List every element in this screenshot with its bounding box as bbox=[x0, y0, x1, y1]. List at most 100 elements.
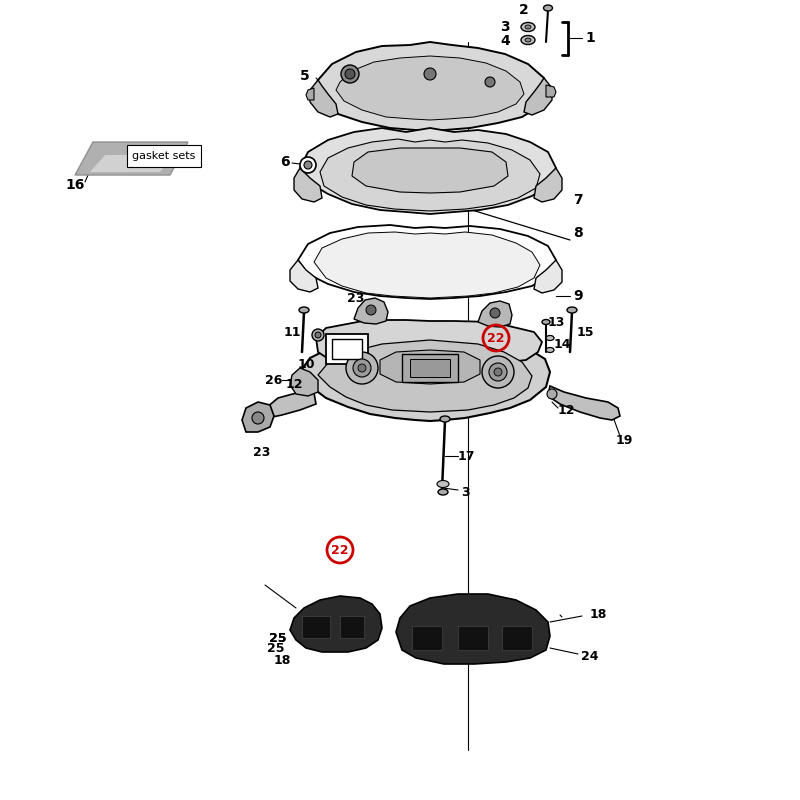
Circle shape bbox=[366, 305, 376, 315]
Polygon shape bbox=[396, 594, 550, 664]
Text: 2: 2 bbox=[519, 3, 529, 17]
Text: 23: 23 bbox=[347, 291, 365, 305]
Text: 14: 14 bbox=[554, 338, 570, 351]
Text: 23: 23 bbox=[254, 446, 270, 458]
Ellipse shape bbox=[521, 35, 535, 45]
Text: 25: 25 bbox=[270, 631, 286, 645]
Circle shape bbox=[345, 69, 355, 79]
Circle shape bbox=[353, 359, 371, 377]
Circle shape bbox=[358, 364, 366, 372]
Polygon shape bbox=[336, 56, 524, 120]
Polygon shape bbox=[242, 402, 274, 432]
Text: 22: 22 bbox=[331, 543, 349, 557]
Polygon shape bbox=[524, 78, 552, 115]
Circle shape bbox=[489, 363, 507, 381]
Ellipse shape bbox=[542, 319, 550, 325]
Polygon shape bbox=[306, 88, 314, 100]
Text: 15: 15 bbox=[576, 326, 594, 338]
Bar bbox=[332, 339, 362, 359]
Polygon shape bbox=[320, 139, 540, 211]
Polygon shape bbox=[290, 368, 318, 396]
Text: 16: 16 bbox=[66, 178, 85, 192]
Circle shape bbox=[482, 356, 514, 388]
Text: 12: 12 bbox=[558, 403, 574, 417]
Text: 22: 22 bbox=[487, 331, 505, 345]
Circle shape bbox=[547, 389, 557, 399]
Text: 6: 6 bbox=[280, 155, 290, 169]
Bar bbox=[410, 359, 450, 377]
Text: 3: 3 bbox=[500, 20, 510, 34]
Ellipse shape bbox=[546, 335, 554, 341]
Bar bbox=[458, 626, 488, 650]
Polygon shape bbox=[290, 260, 318, 292]
Ellipse shape bbox=[440, 416, 450, 422]
Ellipse shape bbox=[543, 5, 553, 11]
Ellipse shape bbox=[525, 25, 531, 29]
Text: 17: 17 bbox=[458, 450, 474, 462]
Polygon shape bbox=[318, 340, 532, 412]
Circle shape bbox=[424, 68, 436, 80]
Polygon shape bbox=[294, 168, 322, 202]
Text: 3: 3 bbox=[462, 486, 470, 498]
Text: 19: 19 bbox=[615, 434, 633, 446]
Circle shape bbox=[494, 368, 502, 376]
Ellipse shape bbox=[299, 307, 309, 313]
Ellipse shape bbox=[521, 22, 535, 31]
Text: 18: 18 bbox=[274, 654, 290, 666]
Polygon shape bbox=[478, 301, 512, 327]
Text: 4: 4 bbox=[500, 34, 510, 48]
Polygon shape bbox=[546, 85, 556, 97]
FancyBboxPatch shape bbox=[127, 145, 201, 167]
Ellipse shape bbox=[546, 347, 554, 353]
Polygon shape bbox=[534, 168, 562, 202]
Circle shape bbox=[490, 308, 500, 318]
Ellipse shape bbox=[567, 307, 577, 313]
Polygon shape bbox=[354, 298, 388, 324]
Text: 13: 13 bbox=[547, 315, 565, 329]
Polygon shape bbox=[534, 260, 562, 293]
Text: 10: 10 bbox=[298, 358, 314, 371]
Text: 11: 11 bbox=[283, 326, 301, 338]
Ellipse shape bbox=[438, 489, 448, 495]
Circle shape bbox=[304, 161, 312, 169]
Polygon shape bbox=[314, 42, 548, 131]
Polygon shape bbox=[290, 596, 382, 652]
Circle shape bbox=[341, 65, 359, 83]
Circle shape bbox=[485, 77, 495, 87]
Polygon shape bbox=[300, 332, 550, 421]
Text: 18: 18 bbox=[590, 607, 606, 621]
Circle shape bbox=[252, 412, 264, 424]
Polygon shape bbox=[75, 142, 188, 175]
Bar bbox=[340, 616, 364, 638]
Circle shape bbox=[315, 332, 321, 338]
Text: 12: 12 bbox=[286, 378, 302, 391]
Bar bbox=[302, 616, 330, 638]
Text: gasket sets: gasket sets bbox=[132, 151, 196, 161]
Polygon shape bbox=[316, 320, 542, 366]
Text: 8: 8 bbox=[573, 226, 583, 240]
Bar bbox=[402, 354, 458, 382]
Text: 5: 5 bbox=[300, 69, 310, 83]
Text: 26: 26 bbox=[266, 374, 282, 386]
Circle shape bbox=[312, 329, 324, 341]
Polygon shape bbox=[352, 148, 508, 193]
Polygon shape bbox=[258, 392, 316, 420]
Ellipse shape bbox=[437, 481, 449, 487]
Circle shape bbox=[346, 352, 378, 384]
Polygon shape bbox=[380, 350, 480, 384]
Ellipse shape bbox=[525, 38, 531, 42]
Polygon shape bbox=[548, 386, 620, 420]
Text: 25: 25 bbox=[270, 631, 286, 645]
Polygon shape bbox=[90, 155, 174, 172]
Text: 1: 1 bbox=[585, 31, 595, 45]
Bar bbox=[412, 626, 442, 650]
Polygon shape bbox=[310, 80, 338, 117]
Text: 7: 7 bbox=[573, 193, 583, 207]
Polygon shape bbox=[300, 128, 556, 214]
Circle shape bbox=[300, 157, 316, 173]
Text: 25: 25 bbox=[267, 642, 285, 654]
Polygon shape bbox=[314, 232, 540, 298]
Text: 9: 9 bbox=[573, 289, 583, 303]
Bar bbox=[326, 334, 368, 364]
Text: 24: 24 bbox=[582, 650, 598, 662]
